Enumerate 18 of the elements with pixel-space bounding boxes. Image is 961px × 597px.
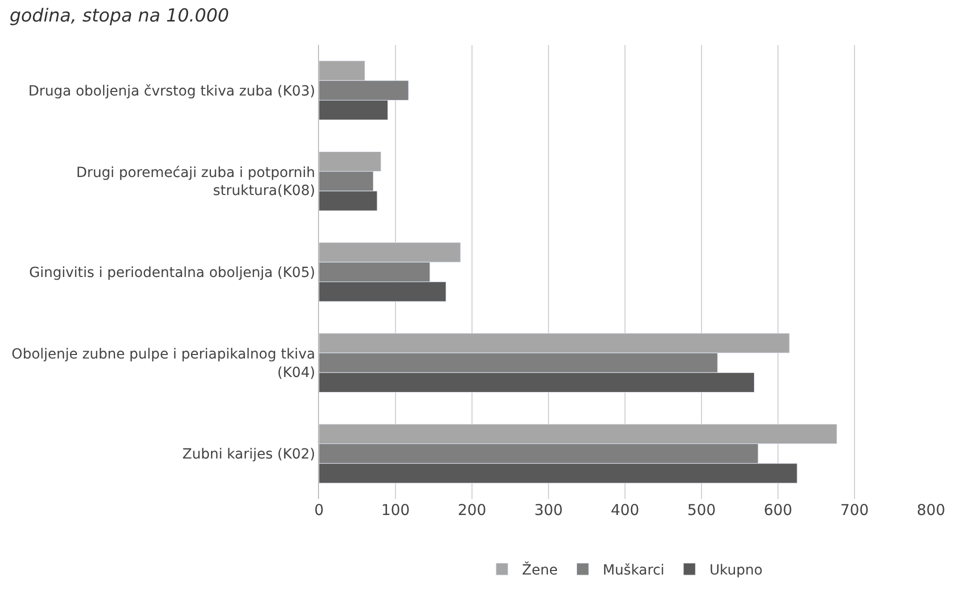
y-tick-label: Zubni karijes (K02) (182, 446, 316, 462)
y-tick-label: Druga oboljenja čvrstog tkiva zuba (K03) (28, 83, 316, 100)
legend-label: Ukupno (709, 562, 763, 579)
y-tick-label: Drugi poremećaji zuba i potpornih struktura(K08) (76, 165, 316, 200)
y-tick-label: Oboljenje zubne pulpe i periapikalnog tkiva (K04) (12, 346, 316, 381)
x-tick-label: 300 (534, 501, 563, 519)
x-tick-label: 800 (916, 501, 946, 519)
x-tick-label: 500 (687, 501, 716, 519)
legend-label: Muškarci (602, 562, 664, 579)
x-tick-label: 200 (458, 501, 486, 519)
x-tick-label: 700 (840, 501, 869, 519)
y-tick-label: Gingivitis i periodentalna oboljenja (K05) (29, 264, 316, 281)
x-tick-label: 600 (764, 501, 792, 519)
x-tick-label: 0 (314, 501, 324, 519)
legend-label: Žene (522, 562, 558, 579)
x-tick-label: 100 (381, 501, 410, 519)
x-tick-label: 400 (610, 501, 640, 519)
text: godina, stopa na 10.000 (10, 6, 230, 27)
